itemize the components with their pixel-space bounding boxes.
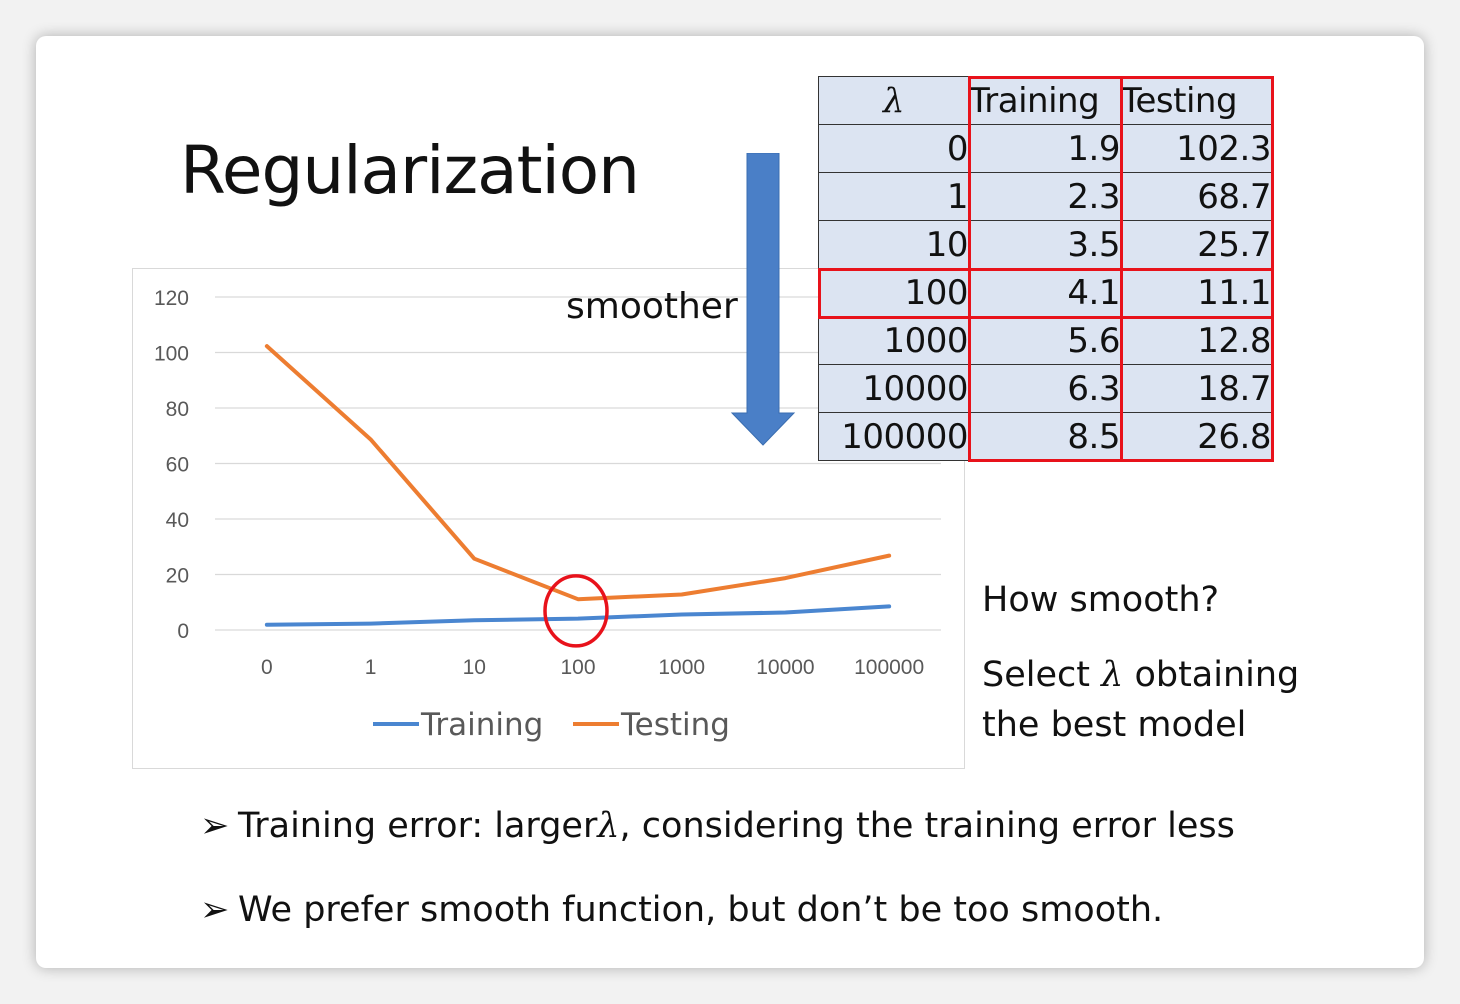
table-cell: 18.7 [1120,364,1272,413]
x-tick-label: 0 [261,656,273,679]
x-tick-label: 100 [560,656,595,679]
table-cell: 100000 [818,412,969,461]
table-cell: 68.7 [1120,172,1272,221]
bullet-prefer-smooth: ➢ We prefer smooth function, but don’t be… [200,890,1163,930]
smoother-label: smoother [566,286,738,327]
highlight-circle [543,574,609,648]
x-tick-label: 10000 [756,656,814,679]
series-line-testing [264,344,892,602]
table-cell: 1000 [818,316,969,365]
lambda-results-table: λ Training Testing 0 1.9 102.3 1 2.3 68.7 10 3.5 25… [818,76,1272,461]
bullet-rest: , considering the training error less [619,806,1235,846]
table-cell: 100 [818,268,969,317]
y-tick-label: 120 [154,287,189,310]
table-cell: 5.6 [968,316,1121,365]
series-line-training [264,604,892,627]
table-row: 10000 6.3 18.7 [818,364,1272,413]
table-row: 100 4.1 11.1 [818,268,1272,317]
table-cell: 25.7 [1120,220,1272,269]
down-arrow-icon [730,153,796,446]
table-cell: 11.1 [1120,268,1272,317]
y-tick-label: 60 [166,454,189,477]
legend-label-training: Training [420,707,543,743]
select-lambda-note: Select λ obtaining the best model [982,650,1299,750]
table-cell: 102.3 [1120,124,1272,173]
table-cell: 26.8 [1120,412,1272,461]
table-row: 1 2.3 68.7 [818,172,1272,221]
lambda-symbol: λ [1101,655,1124,695]
table-row: 100000 8.5 26.8 [818,412,1272,461]
table-header-cell: λ [818,76,969,125]
bullet-training-error: ➢ Training error: largerλ, considering th… [200,806,1235,846]
how-smooth-question: How smooth? [982,580,1220,620]
x-tick-label: 100000 [854,656,924,679]
table-header-row: λ Training Testing [818,76,1272,125]
bullet-text: Training error: larger [238,806,598,846]
y-tick-label: 0 [177,620,189,643]
table-row: 1000 5.6 12.8 [818,316,1272,365]
table-cell: 3.5 [968,220,1121,269]
table-cell: 6.3 [968,364,1121,413]
y-tick-label: 40 [166,509,189,532]
table-cell: 4.1 [968,268,1121,317]
table-header-cell: Testing [1120,76,1272,125]
table-cell: 1 [818,172,969,221]
table-cell: 1.9 [968,124,1121,173]
table-cell: 12.8 [1120,316,1272,365]
table-header-cell: Training [968,76,1121,125]
page-title: Regularization [180,132,640,209]
table-cell: 10000 [818,364,969,413]
select-suffix: obtaining [1123,655,1300,695]
bullet-text: We prefer smooth function, but don’t be … [238,890,1164,930]
table-cell: 0 [818,124,969,173]
y-tick-label: 100 [154,343,189,366]
bullet-arrow-icon: ➢ [200,890,230,930]
x-tick-label: 10 [463,656,486,679]
x-tick-label: 1000 [658,656,705,679]
select-prefix: Select [982,655,1090,695]
bullet-arrow-icon: ➢ [200,806,230,846]
y-tick-label: 20 [166,565,189,588]
table-cell: 8.5 [968,412,1121,461]
legend-label-testing: Testing [620,707,730,743]
y-tick-label: 80 [166,398,189,421]
table-cell: 2.3 [968,172,1121,221]
table-row: 0 1.9 102.3 [818,124,1272,173]
table-row: 10 3.5 25.7 [818,220,1272,269]
lambda-symbol: λ [597,806,620,846]
table-cell: 10 [818,220,969,269]
select-line2: the best model [982,705,1247,745]
x-tick-label: 1 [365,656,377,679]
